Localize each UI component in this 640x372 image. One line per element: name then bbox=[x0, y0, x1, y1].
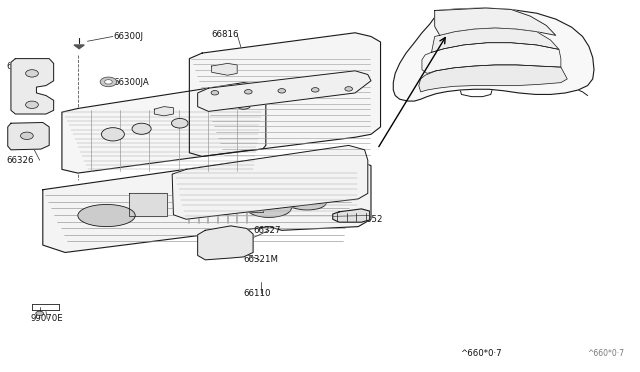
Text: 66110: 66110 bbox=[244, 289, 271, 298]
Text: 66320M: 66320M bbox=[6, 61, 42, 71]
Text: 66321M: 66321M bbox=[244, 255, 278, 264]
Polygon shape bbox=[333, 209, 370, 222]
Polygon shape bbox=[198, 226, 253, 260]
Text: 66852: 66852 bbox=[355, 215, 383, 224]
Circle shape bbox=[26, 101, 38, 109]
Text: 66300: 66300 bbox=[141, 150, 169, 159]
Text: 66817: 66817 bbox=[275, 198, 303, 207]
Polygon shape bbox=[172, 145, 368, 219]
Circle shape bbox=[236, 100, 251, 109]
Text: 66327: 66327 bbox=[253, 226, 280, 235]
Circle shape bbox=[211, 90, 219, 95]
Circle shape bbox=[20, 132, 33, 140]
Polygon shape bbox=[154, 107, 173, 116]
Circle shape bbox=[244, 90, 252, 94]
Text: 66810E: 66810E bbox=[288, 97, 321, 106]
Text: ^660*0·7: ^660*0·7 bbox=[588, 350, 625, 359]
Polygon shape bbox=[62, 83, 266, 173]
Polygon shape bbox=[231, 190, 262, 212]
Circle shape bbox=[278, 89, 285, 93]
Text: 99070E: 99070E bbox=[30, 314, 63, 323]
Text: 66326: 66326 bbox=[6, 155, 34, 165]
Ellipse shape bbox=[78, 205, 135, 227]
Polygon shape bbox=[11, 59, 54, 114]
Polygon shape bbox=[212, 63, 237, 75]
Polygon shape bbox=[43, 160, 371, 253]
Text: 66300JA: 66300JA bbox=[113, 78, 148, 87]
Polygon shape bbox=[431, 28, 559, 52]
Circle shape bbox=[172, 118, 188, 128]
Circle shape bbox=[36, 311, 44, 315]
Circle shape bbox=[104, 80, 112, 84]
Circle shape bbox=[132, 123, 151, 134]
Ellipse shape bbox=[288, 195, 326, 210]
Circle shape bbox=[100, 77, 116, 87]
Text: 66816: 66816 bbox=[212, 30, 239, 39]
Text: ^660*0·7: ^660*0·7 bbox=[460, 350, 502, 359]
Polygon shape bbox=[419, 65, 567, 92]
Polygon shape bbox=[422, 43, 561, 73]
Polygon shape bbox=[198, 71, 371, 112]
Circle shape bbox=[345, 87, 353, 91]
Text: 66300J: 66300J bbox=[113, 32, 143, 41]
Polygon shape bbox=[435, 8, 556, 35]
Polygon shape bbox=[173, 192, 209, 212]
Circle shape bbox=[101, 128, 124, 141]
Text: 66822: 66822 bbox=[212, 87, 239, 96]
Polygon shape bbox=[8, 122, 49, 150]
Polygon shape bbox=[74, 45, 84, 49]
Polygon shape bbox=[189, 33, 381, 157]
Ellipse shape bbox=[246, 199, 291, 217]
Polygon shape bbox=[394, 8, 594, 101]
Circle shape bbox=[314, 88, 326, 96]
Circle shape bbox=[312, 88, 319, 92]
Circle shape bbox=[26, 70, 38, 77]
Polygon shape bbox=[129, 193, 167, 215]
